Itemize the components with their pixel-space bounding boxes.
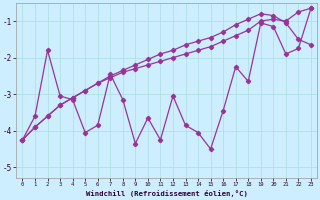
X-axis label: Windchill (Refroidissement éolien,°C): Windchill (Refroidissement éolien,°C) <box>86 190 248 197</box>
